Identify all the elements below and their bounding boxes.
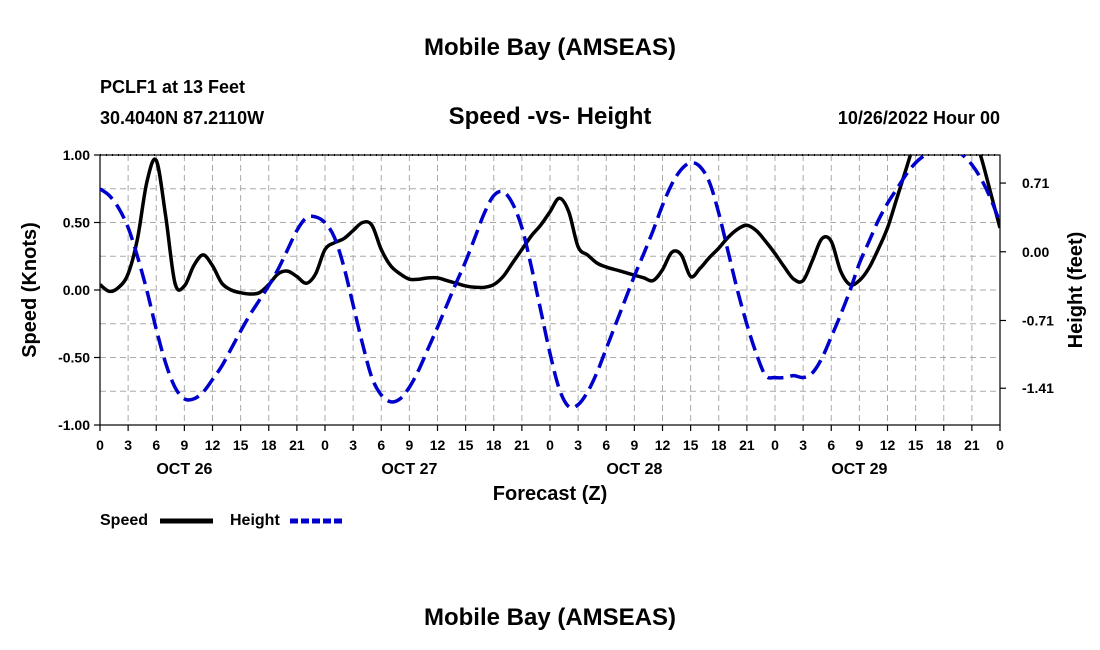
x-tick-label: 15 [908,437,924,453]
y-axis-label: Speed (Knots) [19,222,41,358]
x-tick-label: 0 [96,437,104,453]
y-tick-label: 0.50 [63,215,90,231]
chart-subtitle: Speed -vs- Height [449,103,652,130]
x-tick-label: 6 [377,437,385,453]
y2-tick-label: -0.71 [1022,312,1054,328]
x-tick-label: 18 [936,437,952,453]
forecast-timestamp: 10/26/2022 Hour 00 [838,108,1000,128]
x-date-label: OCT 28 [606,461,662,478]
x-tick-label: 21 [289,437,305,453]
x-tick-label: 3 [574,437,582,453]
y-tick-label: -0.50 [58,350,90,366]
x-tick-label: 21 [514,437,530,453]
x-tick-label: 12 [205,437,221,453]
x-tick-label: 12 [655,437,671,453]
y2-tick-label: 0.71 [1022,175,1049,191]
x-tick-label: 0 [546,437,554,453]
station-coords: 30.4040N 87.2110W [100,108,264,128]
plot-area: 1.00 0.50 0.00 -0.50 -1.00 0.71 0.00 -0.71 -1.41… [58,147,1054,478]
x-tick-label: 9 [405,437,413,453]
x-tick-label: 3 [799,437,807,453]
x-tick-label: 9 [855,437,863,453]
y-tick-label: -1.00 [58,417,90,433]
x-tick-label: 6 [152,437,160,453]
x-date-label: OCT 26 [156,461,212,478]
y2-tick-label: -1.41 [1022,380,1054,396]
x-tick-label: 6 [602,437,610,453]
footer-title: Mobile Bay (AMSEAS) [424,604,676,631]
series-line-height [100,155,1000,410]
x-tick-label: 3 [124,437,132,453]
y-tick-label: 1.00 [63,147,90,163]
x-date-label: OCT 27 [381,461,437,478]
x-tick-label: 15 [458,437,474,453]
y2-axis-label: Height (feet) [1065,232,1087,349]
legend-height-label: Height [230,512,280,529]
y-tick-label: 0.00 [63,282,90,298]
x-tick-label: 12 [430,437,446,453]
x-tick-label: 12 [880,437,896,453]
x-tick-label: 0 [321,437,329,453]
x-tick-label: 0 [771,437,779,453]
legend-speed-label: Speed [100,512,148,529]
x-tick-label: 15 [683,437,699,453]
x-tick-label: 18 [711,437,727,453]
x-tick-label: 6 [827,437,835,453]
x-axis-label: Forecast (Z) [493,483,607,505]
x-tick-label: 0 [996,437,1004,453]
x-tick-label: 9 [180,437,188,453]
x-tick-label: 18 [486,437,502,453]
station-label: PCLF1 at 13 Feet [100,77,245,97]
x-tick-label: 15 [233,437,249,453]
x-tick-label: 21 [964,437,980,453]
series-line-speed [100,155,1000,296]
x-tick-label: 18 [261,437,277,453]
chart-title: Mobile Bay (AMSEAS) [424,34,676,61]
x-date-label: OCT 29 [831,461,887,478]
x-tick-label: 9 [630,437,638,453]
legend: Speed Height [100,512,343,529]
x-tick-label: 3 [349,437,357,453]
y2-tick-label: 0.00 [1022,244,1049,260]
x-tick-label: 21 [739,437,755,453]
